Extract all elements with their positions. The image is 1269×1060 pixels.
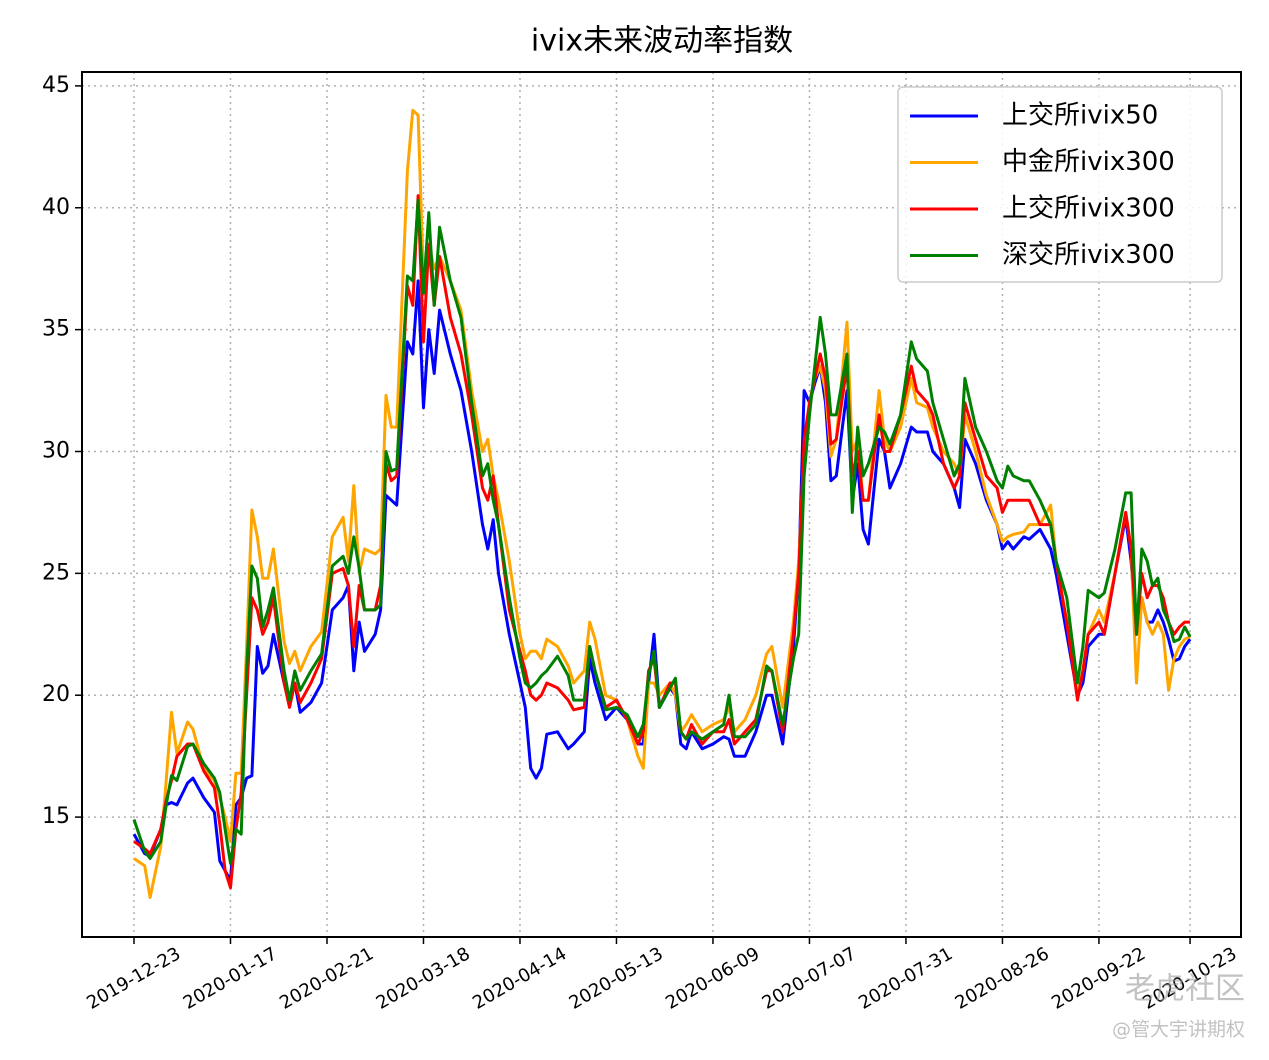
x-tick-label: 2020-06-09 [662,943,763,1013]
legend-label: 上交所ivix50 [1002,101,1158,131]
plot-frame [81,71,1242,938]
y-tick-label: 25 [42,560,70,585]
chart-title: ivix未来波动率指数 [531,24,793,59]
x-tick-label: 2020-04-14 [469,943,570,1013]
legend-label: 上交所ivix300 [1002,194,1175,224]
x-tick-label: 2020-08-26 [952,943,1053,1013]
series-line [132,198,1192,865]
x-tick-label: 2020-03-18 [373,943,474,1013]
legend-box [897,86,1223,283]
x-tick-label: 2020-01-17 [180,943,281,1013]
series-line [133,194,1191,890]
x-tick-label: 2019-12-23 [83,943,184,1013]
legend-label: 深交所ivix300 [1002,240,1175,270]
y-tick-label: 15 [42,804,70,829]
y-tick-label: 40 [42,195,70,220]
y-tick-label: 30 [42,438,70,463]
watermark: 老虎社区 [1125,972,1245,1007]
x-tick-label: 2020-05-13 [566,943,667,1013]
x-tick-label: 2020-02-21 [276,943,377,1013]
y-tick-label: 45 [42,73,70,98]
x-tick-label: 2020-07-31 [855,943,956,1013]
y-tick-label: 35 [42,317,70,342]
x-tick-label: 2020-07-07 [759,943,860,1013]
legend-label: 中金所ivix300 [1002,147,1175,177]
y-tick-label: 20 [42,682,70,707]
watermark: @管大宇讲期权 [1112,1019,1245,1041]
series-line [132,279,1192,882]
